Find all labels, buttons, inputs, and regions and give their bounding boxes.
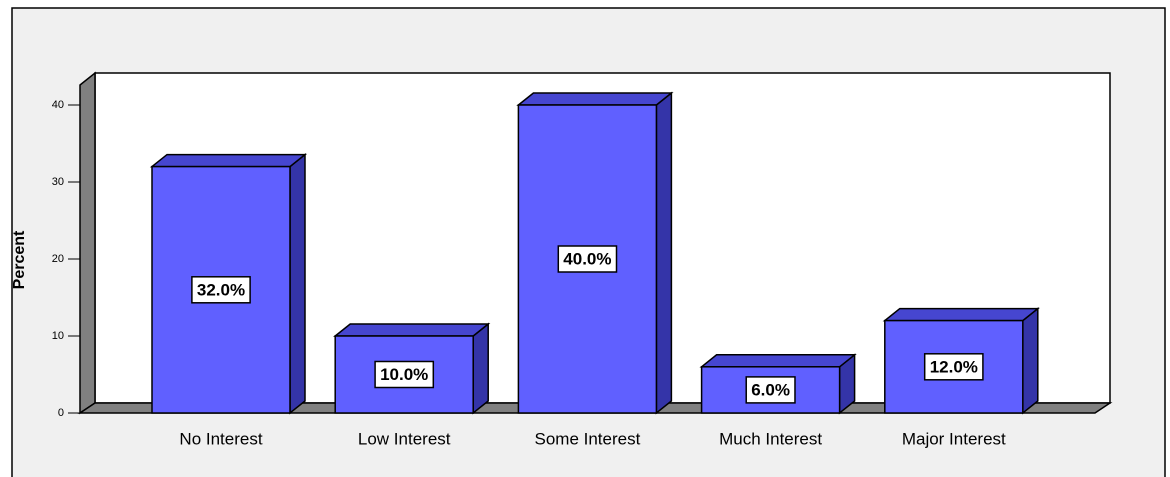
y-tick-label: 20 bbox=[52, 253, 64, 265]
bar-side bbox=[289, 153, 306, 415]
value-label-box bbox=[191, 276, 251, 304]
value-label-box bbox=[374, 360, 435, 389]
x-tick-label: Much Interest bbox=[719, 429, 822, 448]
bar-top bbox=[333, 323, 491, 337]
side-wall bbox=[79, 71, 96, 415]
y-tick-label: 40 bbox=[52, 99, 64, 111]
y-tick-label: 0 bbox=[58, 407, 64, 419]
bar-top bbox=[516, 92, 674, 106]
y-tick-label: 30 bbox=[52, 176, 64, 188]
bar-side bbox=[655, 91, 673, 415]
x-tick-label: Major Interest bbox=[902, 429, 1006, 448]
bar-top bbox=[699, 354, 857, 368]
bar-side bbox=[1022, 307, 1039, 415]
bar bbox=[334, 335, 474, 414]
value-label: 12.0% bbox=[930, 357, 978, 376]
bar-top bbox=[149, 153, 308, 168]
y-axis-label: Percent bbox=[11, 230, 28, 289]
bar-side bbox=[472, 322, 489, 415]
value-label-box bbox=[923, 353, 984, 381]
y-tick-label: 10 bbox=[52, 330, 64, 342]
value-label: 32.0% bbox=[197, 280, 245, 299]
value-label: 10.0% bbox=[380, 365, 428, 384]
x-tick-label: Low Interest bbox=[358, 429, 451, 448]
bar-top bbox=[882, 307, 1040, 322]
x-tick-label: Some Interest bbox=[534, 429, 640, 448]
x-tick-label: No Interest bbox=[179, 429, 262, 448]
value-label: 40.0% bbox=[563, 249, 611, 268]
value-label-box bbox=[557, 245, 618, 273]
value-label: 6.0% bbox=[751, 380, 790, 399]
value-label-box bbox=[745, 376, 796, 404]
